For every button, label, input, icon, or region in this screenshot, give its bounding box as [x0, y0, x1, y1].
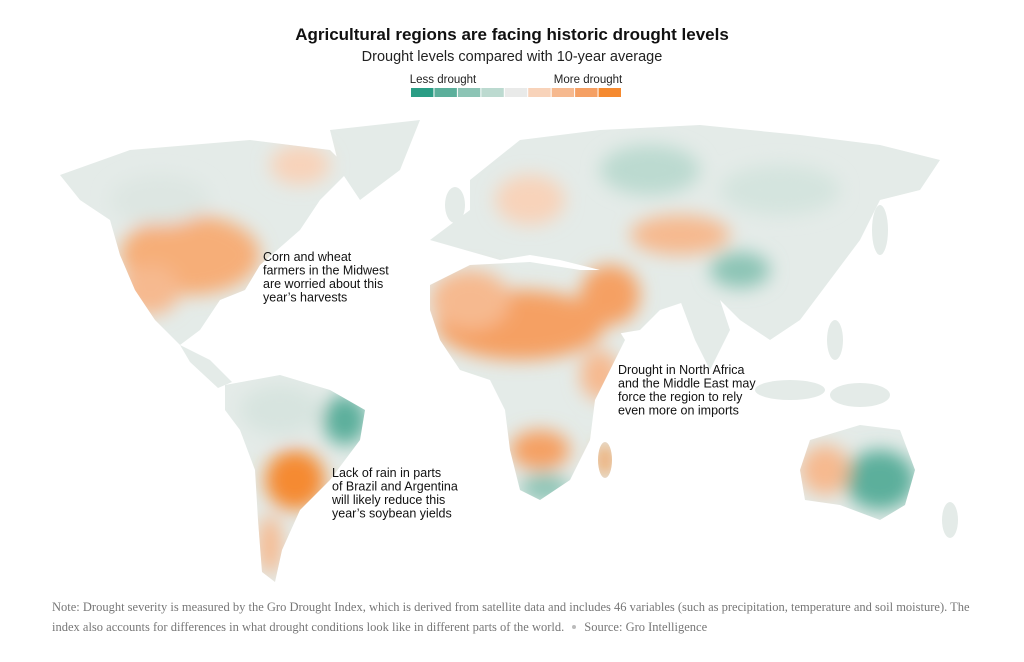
source: Source: Gro Intelligence: [584, 620, 708, 634]
legend-low-label: Less drought: [410, 74, 477, 86]
legend-swatch: [504, 88, 528, 97]
legend-swatch: [457, 88, 481, 97]
annotation-line: force the region to rely: [618, 390, 743, 404]
annotation-line: will likely reduce this: [331, 493, 445, 507]
land: [60, 120, 958, 582]
legend-swatch: [598, 88, 621, 97]
annotation-line: Corn and wheat: [263, 250, 352, 264]
subtitle: Drought levels compared with 10-year ave…: [362, 49, 663, 65]
annotation-line: farmers in the Midwest: [263, 264, 389, 278]
annotation-line: of Brazil and Argentina: [332, 480, 458, 494]
annotation-line: year’s soybean yields: [332, 507, 452, 521]
map-graphic: Agricultural regions are facing historic…: [60, 25, 958, 582]
title: Agricultural regions are facing historic…: [295, 25, 729, 44]
legend-high-label: More drought: [554, 74, 623, 86]
annotation-line: are worried about this: [263, 277, 383, 291]
legend-swatch: [551, 88, 575, 97]
annotation-line: year’s harvests: [263, 291, 347, 305]
legend-swatch: [411, 88, 434, 97]
annotation-line: and the Middle East may: [618, 377, 756, 391]
legend-swatch: [528, 88, 551, 97]
annotation-line: Lack of rain in parts: [332, 466, 441, 480]
legend-scale: [411, 88, 621, 97]
annotation-line: Drought in North Africa: [618, 363, 744, 377]
drought-shading: [110, 145, 915, 575]
separator: [572, 625, 577, 630]
annotation-line: even more on imports: [618, 404, 739, 418]
note: Note: Drought severity is measured by th…: [52, 600, 970, 634]
footer: Note: Drought severity is measured by th…: [52, 597, 977, 637]
legend-swatch: [481, 88, 504, 97]
legend-swatch: [434, 88, 457, 97]
legend-swatch: [575, 88, 598, 97]
